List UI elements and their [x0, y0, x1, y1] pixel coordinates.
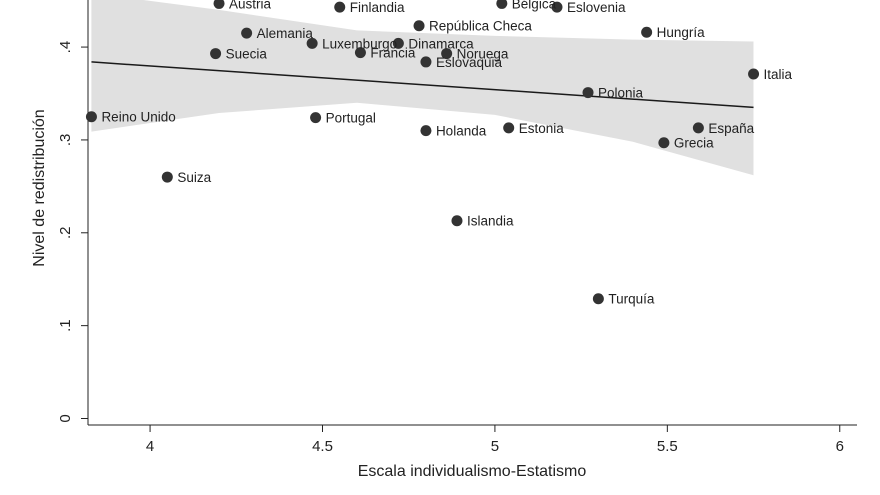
data-point-label: Suecia — [226, 47, 268, 62]
data-point-label: Dinamarca — [408, 36, 474, 51]
confidence-band — [91, 0, 754, 176]
data-point-label: Estonia — [519, 121, 565, 136]
data-point — [451, 215, 463, 227]
y-tick-label: .1 — [57, 319, 74, 332]
data-point — [413, 20, 425, 32]
data-point-label: Eslovenia — [567, 0, 626, 15]
data-point-label: Reino Unido — [101, 110, 175, 125]
x-tick-label: 4.5 — [312, 438, 333, 455]
data-point — [420, 125, 432, 137]
data-point — [503, 122, 515, 134]
data-point-label: Luxemburgo — [322, 36, 397, 51]
data-point — [241, 27, 253, 39]
data-point — [85, 111, 97, 123]
data-point-label: Finlandia — [350, 0, 405, 15]
data-point — [592, 293, 604, 305]
y-tick-label: .3 — [57, 134, 74, 147]
data-point-label: Austria — [229, 0, 272, 11]
data-point — [392, 37, 404, 49]
data-point — [496, 0, 508, 9]
x-tick-label: 6 — [836, 438, 844, 455]
data-point-label: Hungría — [657, 25, 706, 40]
data-point-label: República Checa — [429, 19, 532, 34]
data-point-label: España — [708, 121, 754, 136]
data-point — [213, 0, 225, 9]
data-point-label: Noruega — [457, 47, 509, 62]
data-point-label: Turquía — [608, 292, 655, 307]
data-point — [658, 137, 670, 149]
data-point-label: Polonia — [598, 86, 644, 101]
x-tick-label: 5 — [491, 438, 499, 455]
data-point — [582, 87, 594, 99]
data-point — [551, 1, 563, 13]
fit-line — [91, 61, 754, 109]
data-point-label: Grecia — [674, 136, 714, 151]
y-axis-title: Nivel de redistribución — [31, 109, 48, 266]
y-tick-label: .4 — [57, 41, 74, 54]
data-point-label: Holanda — [436, 124, 487, 139]
data-point — [310, 112, 322, 124]
data-point-label: Bélgica — [512, 0, 557, 11]
x-axis-title: Escala individualismo-Estatismo — [358, 463, 587, 480]
data-point — [210, 48, 222, 60]
data-point — [420, 56, 432, 68]
data-point-label: Suiza — [177, 170, 211, 185]
data-point-label: Portugal — [326, 111, 376, 126]
y-tick-label: .2 — [57, 227, 74, 240]
data-point-label: Islandia — [467, 214, 514, 229]
data-point — [334, 1, 346, 13]
x-tick-label: 5.5 — [657, 438, 678, 455]
data-point-label: Francia — [370, 46, 416, 61]
x-tick-label: 4 — [146, 438, 154, 455]
data-point-label: Italia — [764, 67, 793, 82]
data-point — [306, 37, 318, 49]
data-point-label: Eslovaquia — [436, 55, 503, 70]
data-point — [354, 47, 366, 59]
data-point — [161, 171, 173, 183]
y-tick-label: 0 — [57, 414, 74, 422]
data-point-label: Alemania — [257, 26, 314, 41]
data-point — [441, 48, 453, 60]
data-point — [641, 26, 653, 38]
data-point — [692, 122, 704, 134]
data-point — [748, 68, 760, 80]
